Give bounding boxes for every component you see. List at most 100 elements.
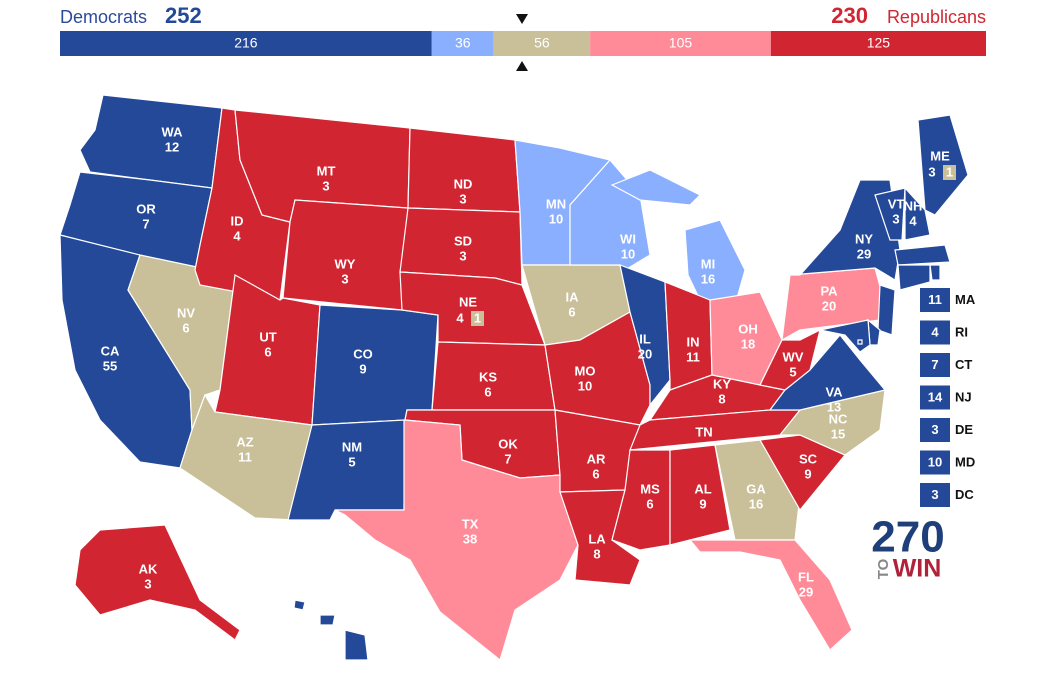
state-votes: 20 [822, 298, 836, 313]
state-votes: 3 [341, 271, 348, 286]
state-votes: 6 [264, 344, 271, 359]
state-abbr: LA [588, 531, 606, 546]
state-abbr: VT [888, 196, 905, 211]
state-shape [929, 264, 941, 281]
state-votes: 3 [928, 164, 935, 179]
state-shape [282, 199, 409, 311]
logo: 270 TO WIN [871, 513, 944, 583]
state-abbr: IL [639, 331, 651, 346]
state-votes: 29 [799, 584, 813, 599]
state-shape [334, 419, 579, 662]
state-abbr: AZ [236, 434, 253, 449]
bar-segment-label: 36 [455, 35, 471, 51]
state-votes: 20 [638, 346, 652, 361]
midpoint-marker [516, 14, 528, 24]
bar-segment-label: 56 [534, 35, 550, 51]
state-shape [714, 439, 801, 541]
state-abbr: HI [316, 631, 329, 646]
small-state-box [920, 483, 950, 507]
state-votes: 3 [144, 576, 151, 591]
state-abbr: FL [798, 569, 814, 584]
state-votes: 6 [646, 496, 653, 511]
small-state-votes: 3 [931, 487, 938, 502]
state-abbr: NC [829, 411, 848, 426]
state-abbr: ID [231, 213, 244, 228]
state-shape [311, 304, 439, 426]
state-shape [874, 187, 906, 241]
state-abbr: KS [479, 369, 497, 384]
state-shape [904, 186, 931, 241]
state-votes: 4 [456, 310, 464, 325]
small-state-box [920, 450, 950, 475]
state-votes: 9 [699, 496, 706, 511]
state-votes: 6 [484, 384, 491, 399]
small-state-box [920, 288, 950, 312]
state-abbr: WY [335, 256, 356, 271]
small-state-box [920, 353, 950, 377]
split-votes: 1 [946, 164, 953, 179]
state-votes: 3 [322, 178, 329, 193]
state-votes: 3 [459, 248, 466, 263]
state-votes: 6 [182, 320, 189, 335]
state-votes: 13 [827, 399, 841, 414]
logo-win: WIN [893, 555, 942, 583]
state-shape [877, 284, 896, 336]
state-votes: 4 [233, 228, 241, 243]
state-votes: 10 [621, 246, 635, 261]
rep-total: 230 [831, 3, 868, 28]
small-state-votes: 7 [931, 357, 938, 372]
small-state-abbr: RI [955, 324, 968, 339]
state-abbr: MT [317, 163, 336, 178]
dem-total: 252 [165, 3, 202, 28]
small-state-votes: 10 [928, 454, 942, 469]
state-shape [688, 539, 853, 651]
dem-label: Democrats [60, 7, 147, 27]
small-state-abbr: MA [955, 292, 976, 307]
state-shape [894, 244, 951, 266]
state-abbr: MS [640, 481, 660, 496]
state-votes: 16 [749, 496, 763, 511]
bar-segment [770, 31, 986, 56]
bar-segment-label: 125 [867, 35, 891, 51]
state-abbr: IN [687, 334, 700, 349]
state-votes: 4 [318, 646, 326, 661]
bar-segment [60, 31, 432, 56]
state-abbr: PA [820, 283, 838, 298]
state-abbr: KY [713, 376, 731, 391]
state-abbr: MN [546, 196, 566, 211]
state-abbr: VA [825, 384, 843, 399]
split-box [471, 311, 484, 326]
state-abbr: NE [459, 294, 477, 309]
state-votes: 15 [831, 426, 845, 441]
state-abbr: WA [162, 124, 184, 139]
small-state-abbr: DC [955, 487, 974, 502]
state-votes: 8 [593, 546, 600, 561]
state-abbr: MO [575, 363, 596, 378]
state-votes: 8 [718, 391, 725, 406]
state-votes: 55 [103, 358, 117, 373]
state-votes: 7 [142, 216, 149, 231]
state-votes: 5 [348, 454, 355, 469]
small-state-abbr: NJ [955, 389, 972, 404]
state-abbr: AR [587, 451, 606, 466]
small-state-votes: 11 [928, 292, 942, 307]
state-shape [74, 524, 241, 641]
split-box [943, 165, 956, 180]
state-abbr: UT [259, 329, 276, 344]
bar-segment-label: 105 [669, 35, 693, 51]
small-state-votes: 4 [931, 324, 939, 339]
state-shape [669, 444, 731, 546]
state-abbr: IA [566, 289, 580, 304]
state-votes: 18 [741, 336, 755, 351]
state-abbr: WV [783, 349, 804, 364]
state-votes: 6 [592, 466, 599, 481]
state-shape [179, 393, 313, 521]
state-votes: 3 [892, 211, 899, 226]
state-abbr: SC [799, 451, 818, 466]
small-state-box [920, 418, 950, 442]
small-state-votes: 3 [931, 422, 938, 437]
state-votes: 16 [701, 271, 715, 286]
state-abbr: OK [498, 436, 518, 451]
state-abbr: TN [695, 424, 712, 439]
